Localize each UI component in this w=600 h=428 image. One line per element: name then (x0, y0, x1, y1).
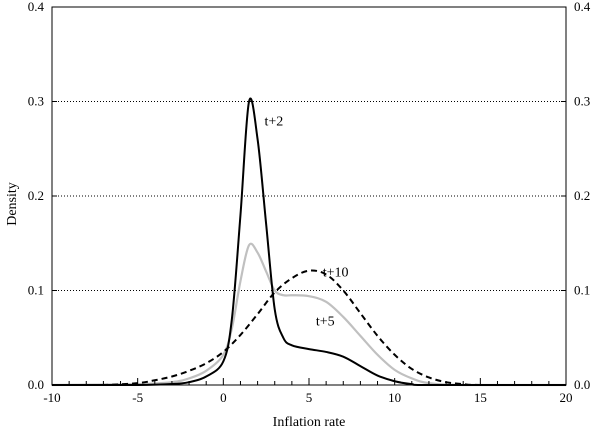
y-right-tick-label-1: 0.1 (574, 283, 590, 298)
series-line-t2 (52, 97, 566, 387)
axis-layer: -10 -5 0 5 10 15 200.0 0.00.1 0.10.2 0.20.3 0.30.4… (28, 0, 591, 405)
x-tick-label-1: -5 (132, 390, 143, 405)
y-left-tick-label-3: 0.3 (28, 94, 44, 109)
y-right-tick-label-2: 0.2 (574, 188, 590, 203)
series-line-t5 (51, 242, 566, 387)
y-right-tick-label-3: 0.3 (574, 94, 590, 109)
x-tick-label-0: -10 (43, 390, 60, 405)
y-left-tick-label-4: 0.4 (28, 0, 45, 14)
y-left-tick-label-1: 0.1 (28, 283, 44, 298)
x-axis-title: Inflation rate (273, 415, 346, 428)
y-right-tick-label-0: 0.0 (574, 377, 590, 392)
x-tick-label-4: 10 (388, 390, 401, 405)
y-left-tick-label-0: 0.0 (28, 377, 44, 392)
grid-layer (52, 101, 566, 291)
x-tick-label-3: 5 (306, 390, 313, 405)
x-tick-label-5: 15 (474, 390, 487, 405)
x-tick-label-6: 20 (560, 390, 573, 405)
series-label-t10: t+10 (323, 266, 349, 281)
y-axis-title: Density (5, 182, 20, 226)
plot-frame (51, 6, 567, 386)
series-label-t2: t+2 (264, 114, 283, 129)
label-layer: t+5 t+2 t+10 (264, 114, 348, 329)
series-layer (51, 97, 566, 387)
y-right-tick-label-4: 0.4 (574, 0, 591, 14)
series-label-t5: t+5 (316, 315, 335, 330)
y-left-tick-label-2: 0.2 (28, 188, 44, 203)
series-line-t10 (52, 269, 566, 387)
x-tick-label-2: 0 (220, 390, 227, 405)
